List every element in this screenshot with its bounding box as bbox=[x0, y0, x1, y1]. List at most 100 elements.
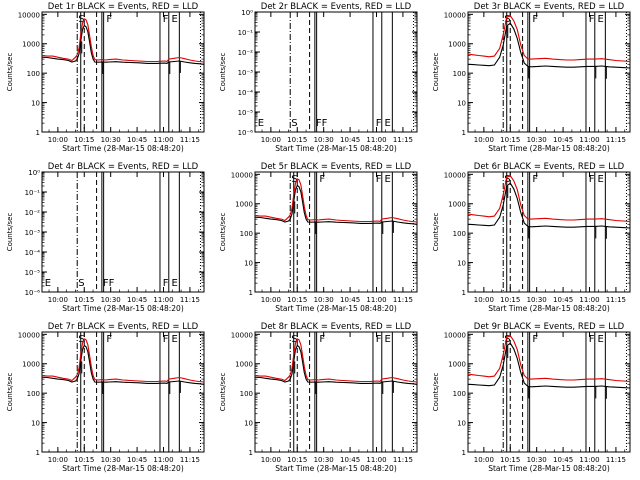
x-tick-label: 10:45 bbox=[553, 136, 573, 144]
x-tick-label: 10:45 bbox=[340, 136, 360, 144]
y-tick-label: 10⁻¹ bbox=[238, 29, 254, 37]
x-tick-label: 10:30 bbox=[101, 296, 121, 304]
y-tick-label: 10 bbox=[244, 420, 253, 428]
x-tick-label: 10:15 bbox=[74, 296, 94, 304]
x-axis-label: Start Time (28-Mar-15 08:48:20) bbox=[488, 144, 610, 153]
events-series-line bbox=[41, 344, 205, 385]
x-tick-label: 10:15 bbox=[287, 136, 307, 144]
y-tick-label: 10 bbox=[457, 260, 466, 268]
plot-frame bbox=[254, 331, 418, 453]
marker-letter: S bbox=[78, 334, 84, 345]
marker-letter: S bbox=[504, 174, 510, 185]
plot-frame bbox=[41, 11, 205, 133]
x-tick-label: 10:15 bbox=[74, 136, 94, 144]
panel-title: Det 9r BLACK = Events, RED = LLD bbox=[474, 322, 625, 332]
x-axis-label: Start Time (28-Mar-15 08:48:20) bbox=[275, 144, 397, 153]
y-tick-label: 1 bbox=[36, 449, 40, 457]
y-tick-label: 100 bbox=[240, 230, 253, 238]
x-tick-label: 10:45 bbox=[340, 296, 360, 304]
y-tick-label: 10⁻⁴ bbox=[25, 249, 41, 257]
y-tick-label: 100 bbox=[27, 390, 40, 398]
y-tick-label: 10000 bbox=[444, 11, 466, 19]
y-tick-label: 100 bbox=[453, 70, 466, 78]
marker-letter: S bbox=[291, 118, 297, 129]
x-tick-label: 10:00 bbox=[48, 136, 68, 144]
x-tick-label: 11:00 bbox=[153, 136, 173, 144]
y-tick-label: 1000 bbox=[448, 41, 466, 49]
x-tick-label: 11:15 bbox=[606, 296, 626, 304]
lld-series-line bbox=[254, 178, 418, 223]
plot-frame bbox=[467, 331, 631, 453]
x-tick-label: 10:30 bbox=[314, 296, 334, 304]
x-tick-label: 11:15 bbox=[180, 136, 200, 144]
marker-letter: E bbox=[172, 278, 178, 289]
y-tick-label: 10⁻² bbox=[238, 49, 254, 57]
x-tick-label: 10:45 bbox=[553, 456, 573, 464]
panel-det-4: Det 4r BLACK = Events, RED = LLD 10⁰ 10⁻¹ 1… bbox=[6, 162, 205, 313]
marker-letter: E bbox=[385, 174, 391, 185]
x-tick-label: 10:30 bbox=[527, 296, 547, 304]
marker-letter: E bbox=[45, 278, 51, 289]
x-tick-label: 10:15 bbox=[500, 136, 520, 144]
x-axis-label: Start Time (28-Mar-15 08:48:20) bbox=[275, 464, 397, 473]
plot-frame bbox=[254, 171, 418, 293]
panel-det-9: Det 9r BLACK = Events, RED = LLD 1 10 100 10… bbox=[432, 322, 631, 473]
marker-letter: F bbox=[106, 14, 112, 25]
y-tick-label: 10⁰ bbox=[241, 9, 253, 17]
lld-series-line bbox=[467, 175, 631, 223]
x-tick-label: 11:15 bbox=[180, 296, 200, 304]
y-axis-label: Counts/sec bbox=[432, 213, 440, 252]
x-tick-label: 11:00 bbox=[153, 456, 173, 464]
marker-letter: E bbox=[172, 334, 178, 345]
y-tick-label: 100 bbox=[453, 230, 466, 238]
x-tick-label: 11:00 bbox=[579, 296, 599, 304]
marker-letter: E bbox=[598, 334, 604, 345]
x-tick-label: 10:00 bbox=[474, 136, 494, 144]
plot-frame bbox=[467, 11, 631, 133]
marker-letter: S bbox=[78, 14, 84, 25]
panel-det-6: Det 6r BLACK = Events, RED = LLD 1 10 100 10… bbox=[432, 162, 631, 313]
x-tick-label: 10:00 bbox=[48, 296, 68, 304]
lld-series-line bbox=[41, 18, 205, 63]
panel-det-8: Det 8r BLACK = Events, RED = LLD 1 10 100 10… bbox=[219, 322, 418, 473]
y-tick-label: 10⁻² bbox=[25, 209, 41, 217]
x-tick-label: 10:30 bbox=[101, 136, 121, 144]
x-tick-label: 11:00 bbox=[366, 456, 386, 464]
marker-letter: F bbox=[319, 174, 325, 185]
x-tick-label: 11:00 bbox=[153, 296, 173, 304]
panel-det-2: Det 2r BLACK = Events, RED = LLD 10⁰ 10⁻¹ 1… bbox=[219, 2, 418, 153]
marker-letter: F bbox=[376, 118, 382, 129]
x-tick-label: 10:15 bbox=[287, 296, 307, 304]
marker-letter: E bbox=[385, 118, 391, 129]
x-tick-label: 11:15 bbox=[606, 136, 626, 144]
x-tick-label: 11:00 bbox=[579, 456, 599, 464]
marker-letter: F bbox=[163, 334, 169, 345]
panel-title: Det 5r BLACK = Events, RED = LLD bbox=[261, 162, 412, 172]
y-tick-label: 1000 bbox=[448, 201, 466, 209]
events-series-line bbox=[467, 22, 631, 69]
y-tick-label: 100 bbox=[453, 390, 466, 398]
marker-letter: S bbox=[504, 334, 510, 345]
panel-det-7: Det 7r BLACK = Events, RED = LLD 1 10 100 10… bbox=[6, 322, 205, 473]
marker-letter: F bbox=[589, 174, 595, 185]
marker-letter: E bbox=[385, 334, 391, 345]
x-tick-label: 10:30 bbox=[101, 456, 121, 464]
events-series-line bbox=[467, 342, 631, 389]
lld-series-line bbox=[254, 338, 418, 383]
marker-letter: S bbox=[504, 14, 510, 25]
panel-title: Det 2r BLACK = Events, RED = LLD bbox=[261, 2, 412, 12]
y-axis-label: Counts/sec bbox=[432, 373, 440, 412]
y-tick-label: 1000 bbox=[22, 41, 40, 49]
x-tick-label: 11:15 bbox=[180, 456, 200, 464]
y-tick-label: 100 bbox=[27, 70, 40, 78]
y-tick-label: 10000 bbox=[444, 171, 466, 179]
y-axis-label: Counts/sec bbox=[6, 373, 14, 412]
y-axis-label: Counts/sec bbox=[219, 373, 227, 412]
marker-letter: F bbox=[163, 14, 169, 25]
lld-series-line bbox=[467, 335, 631, 383]
marker-letter: S bbox=[291, 174, 297, 185]
marker-letter: E bbox=[598, 174, 604, 185]
marker-letter: F bbox=[589, 14, 595, 25]
y-axis-label: Counts/sec bbox=[219, 213, 227, 252]
panel-title: Det 3r BLACK = Events, RED = LLD bbox=[474, 2, 625, 12]
